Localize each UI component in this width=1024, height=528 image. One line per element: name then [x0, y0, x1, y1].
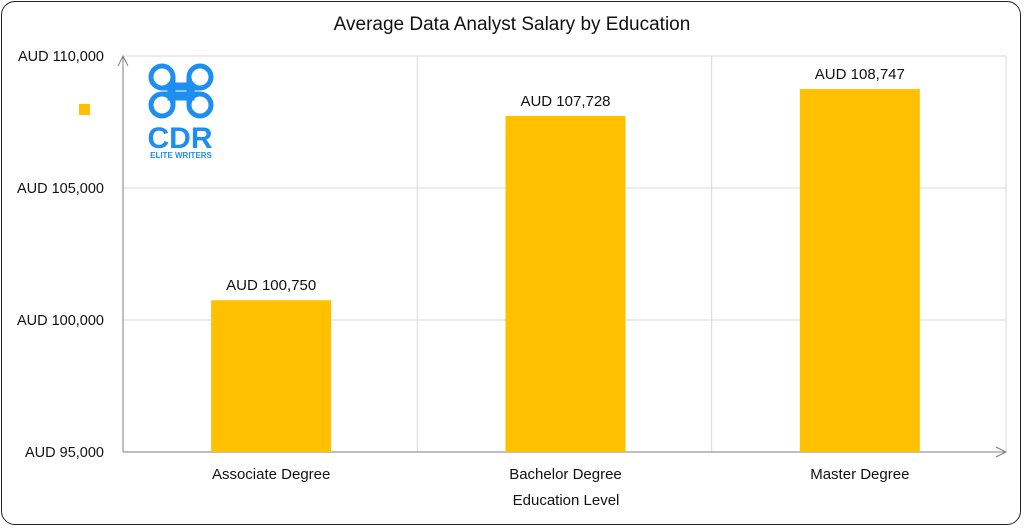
x-axis-arrow: [995, 446, 1008, 458]
x-tick-label: Associate Degree: [212, 466, 330, 483]
bars: [211, 89, 920, 453]
x-tick-label: Master Degree: [810, 466, 909, 483]
bar: [799, 89, 920, 453]
data-label: AUD 100,750: [226, 277, 316, 294]
bar: [211, 300, 332, 452]
logo-text: CDR: [148, 122, 213, 155]
data-labels: AUD 100,750 AUD 107,728 AUD 108,747: [226, 66, 905, 294]
x-tick-label: Bachelor Degree: [509, 466, 622, 483]
x-axis-title: Education Level: [513, 492, 620, 509]
y-axis-ticks: AUD 95,000 AUD 100,000 AUD 105,000 AUD 110,…: [17, 49, 104, 461]
data-label: AUD 108,747: [815, 66, 905, 83]
y-tick-label: AUD 110,000: [18, 49, 104, 65]
y-tick-label: AUD 105,000: [17, 181, 104, 197]
bar: [505, 115, 626, 452]
logo-subtext: ELITE WRITERS: [150, 151, 212, 160]
y-tick-label: AUD 95,000: [25, 445, 104, 461]
y-tick-label: AUD 100,000: [17, 313, 104, 329]
y-axis-arrow: [117, 54, 129, 67]
chart-title: Average Data Analyst Salary by Education: [334, 14, 691, 35]
cdr-logo: CDR ELITE WRITERS: [148, 63, 214, 160]
data-label: AUD 107,728: [520, 93, 610, 110]
x-axis-categories: Associate Degree Bachelor Degree Master De…: [212, 466, 909, 483]
legend-marker: [79, 104, 90, 115]
command-key-icon: [148, 63, 214, 119]
